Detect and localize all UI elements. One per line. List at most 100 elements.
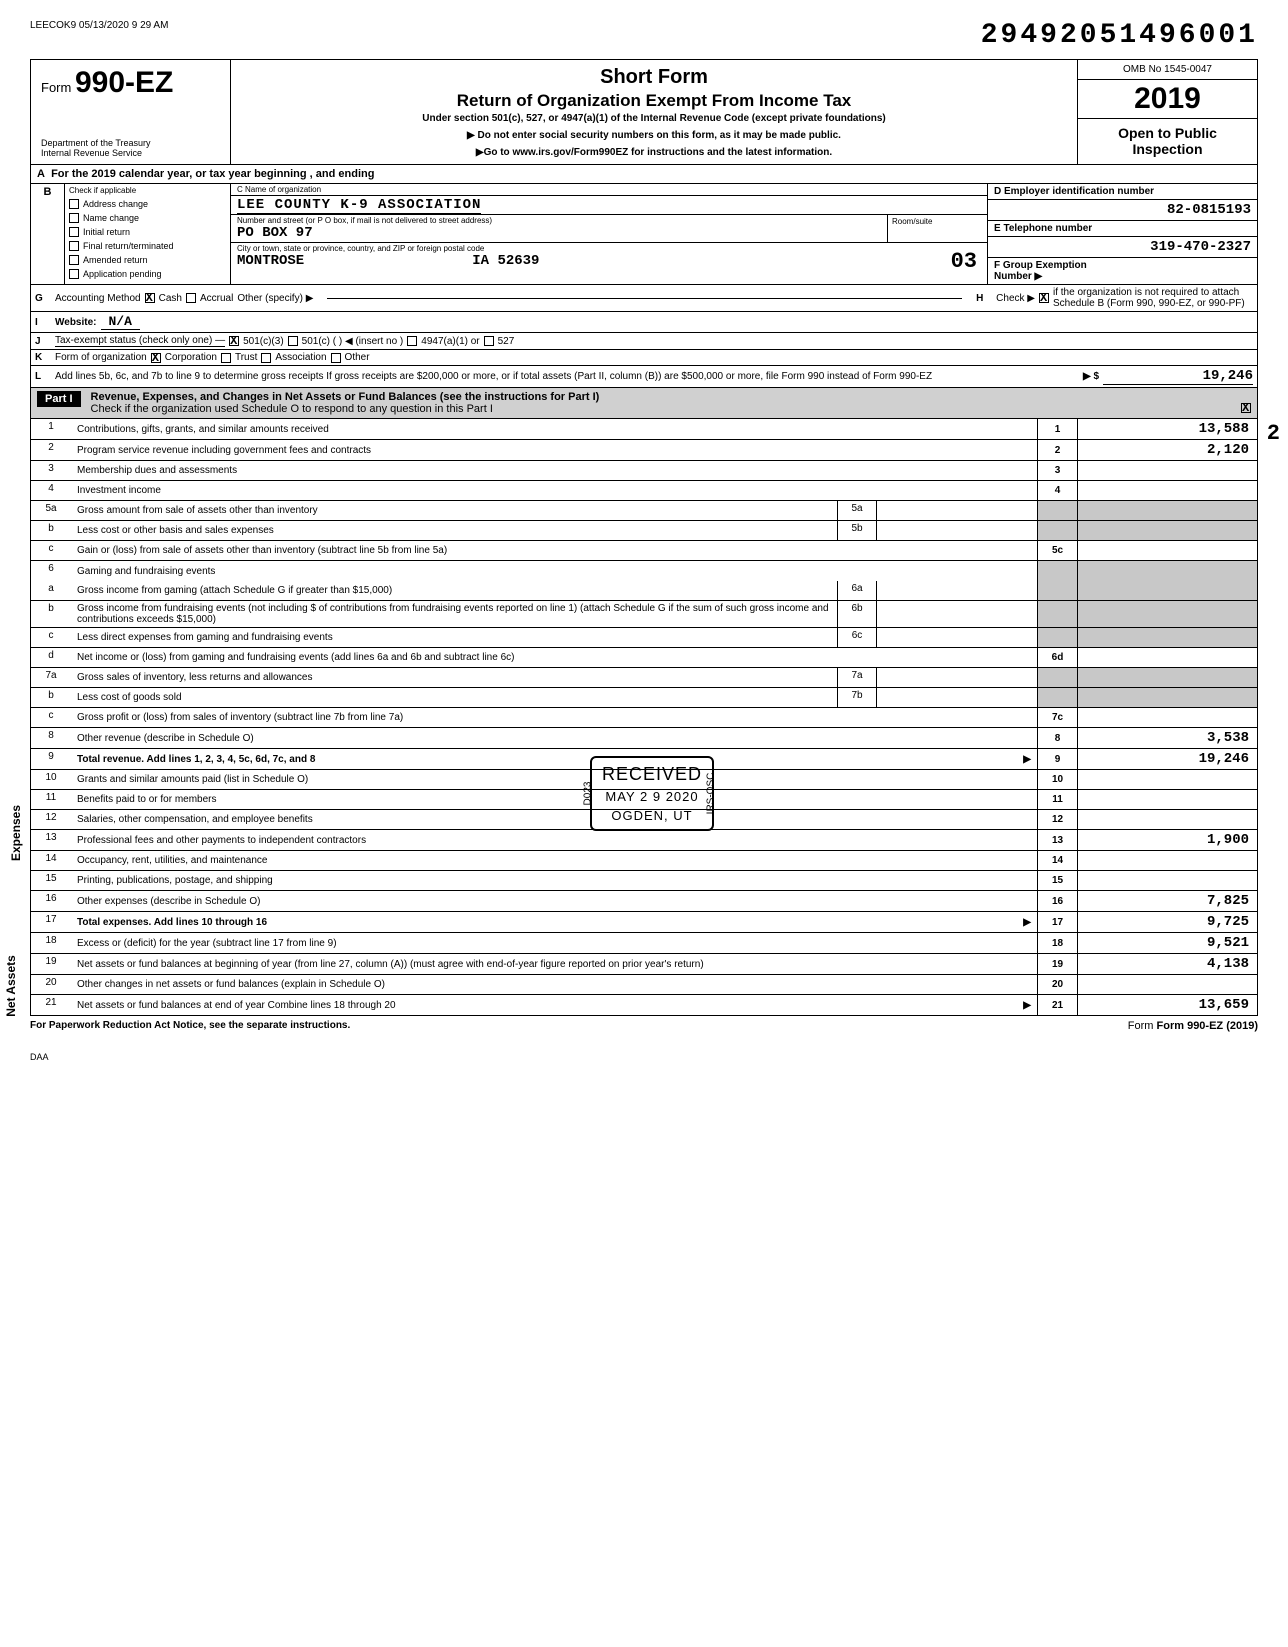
d7c: Gross profit or (loss) from sales of inv… (71, 708, 1037, 727)
phone: 319-470-2327 (988, 237, 1257, 258)
v7c (1077, 708, 1257, 727)
label-b: B (31, 184, 65, 284)
chk-other-org[interactable] (331, 353, 341, 363)
rn12: 12 (1037, 810, 1077, 829)
ar17: ▶ (1023, 917, 1031, 928)
l-val: 19,246 (1103, 368, 1253, 385)
line-a: For the 2019 calendar year, or tax year … (51, 168, 374, 180)
opt-501c: 501(c) ( ) ◀ (insert no ) (302, 336, 404, 347)
check-if-applicable: Check if applicable (65, 184, 230, 197)
ar9: ▶ (1023, 754, 1031, 765)
room-label: Room/suite (887, 215, 987, 242)
opt-accrual: Accrual (200, 293, 233, 304)
city-state-zip: MONTROSE IA 52639 (237, 253, 981, 269)
rn6d: 6d (1037, 648, 1077, 667)
title-return: Return of Organization Exempt From Incom… (241, 91, 1067, 111)
rn5c: 5c (1037, 541, 1077, 560)
v2: 2,120 (1077, 440, 1257, 460)
chk-address-change[interactable] (69, 199, 79, 209)
d17: Total expenses. Add lines 10 through 16 (77, 917, 267, 928)
chk-527[interactable] (484, 336, 494, 346)
d3: Membership dues and assessments (71, 461, 1037, 480)
l-txt: Add lines 5b, 6c, and 7b to line 9 to de… (55, 371, 1079, 382)
ar21: ▶ (1023, 1000, 1031, 1011)
j-txt: Tax-exempt status (check only one) — (55, 335, 225, 347)
chk-assoc[interactable] (261, 353, 271, 363)
v16: 7,825 (1077, 891, 1257, 911)
opt-corp: Corporation (165, 352, 217, 363)
v21: 13,659 (1077, 995, 1257, 1015)
chk-501c3[interactable] (229, 336, 239, 346)
rn14: 14 (1037, 851, 1077, 870)
instruction-2: ▶Go to www.irs.gov/Form990EZ for instruc… (241, 147, 1067, 158)
rn2: 2 (1037, 440, 1077, 460)
l-lbl: L (35, 371, 51, 382)
d7b: Less cost of goods sold (71, 688, 837, 707)
n6d: d (31, 648, 71, 667)
rn1: 1 (1037, 419, 1077, 439)
i-txt: Website: (55, 317, 97, 328)
v3 (1077, 461, 1257, 480)
chk-no-schedule-b[interactable] (1039, 293, 1049, 303)
chk-trust[interactable] (221, 353, 231, 363)
chk-initial-return[interactable] (69, 227, 79, 237)
e-label: E Telephone number (988, 221, 1257, 237)
rn13: 13 (1037, 830, 1077, 850)
chk-accrual[interactable] (186, 293, 196, 303)
chk-final-return[interactable] (69, 241, 79, 251)
doc-id-right: 29492051496001 (981, 20, 1258, 51)
instruction-1: ▶ Do not enter social security numbers o… (241, 130, 1067, 141)
rn9: 9 (1037, 749, 1077, 769)
d19: Net assets or fund balances at beginning… (71, 954, 1037, 974)
j-lbl: J (35, 336, 51, 347)
chk-schedule-o[interactable] (1241, 403, 1251, 413)
d10: Grants and similar amounts paid (list in… (71, 770, 1037, 789)
v10 (1077, 770, 1257, 789)
part1-name: Part I (37, 391, 81, 407)
d5a: Gross amount from sale of assets other t… (71, 501, 837, 520)
d8: Other revenue (describe in Schedule O) (71, 728, 1037, 748)
d1: Contributions, gifts, grants, and simila… (71, 419, 1037, 439)
rn15: 15 (1037, 871, 1077, 890)
handwritten-2: 2 (1267, 421, 1280, 446)
v12 (1077, 810, 1257, 829)
chk-pending[interactable] (69, 269, 79, 279)
opt-4947: 4947(a)(1) or (421, 336, 479, 347)
stamp-right: IRS-OSC (706, 773, 717, 815)
chk-501c[interactable] (288, 336, 298, 346)
form-num-big: 990-EZ (75, 66, 173, 99)
chk-amended[interactable] (69, 255, 79, 265)
chk-cash[interactable] (145, 293, 155, 303)
form-prefix: Form (41, 80, 71, 95)
stamp-left: D023 (582, 782, 593, 806)
k-txt: Form of organization (55, 352, 147, 363)
chk-4947[interactable] (407, 336, 417, 346)
in6b: 6b (837, 601, 877, 627)
v11 (1077, 790, 1257, 809)
n5a: 5a (31, 501, 71, 520)
d16: Other expenses (describe in Schedule O) (71, 891, 1037, 911)
v18: 9,521 (1077, 933, 1257, 953)
chk-name-change[interactable] (69, 213, 79, 223)
lbl-name-change: Name change (83, 213, 139, 223)
n12: 12 (31, 810, 71, 829)
n14: 14 (31, 851, 71, 870)
h-txt2: if the organization is not required to a… (1053, 287, 1253, 309)
dept-treasury: Department of the Treasury (41, 138, 220, 148)
n18: 18 (31, 933, 71, 953)
in7b: 7b (837, 688, 877, 707)
n15: 15 (31, 871, 71, 890)
d18: Excess or (deficit) for the year (subtra… (71, 933, 1037, 953)
rn17: 17 (1037, 912, 1077, 932)
in6a: 6a (837, 581, 877, 600)
stamp-received: RECEIVED (602, 764, 702, 785)
rn21: 21 (1037, 995, 1077, 1015)
chk-corp[interactable] (151, 353, 161, 363)
form-number: Form 990-EZ (41, 66, 220, 100)
d6c: Less direct expenses from gaming and fun… (71, 628, 837, 647)
i-lbl: I (35, 317, 51, 328)
n7c: c (31, 708, 71, 727)
footer-daa: DAA (30, 1052, 1258, 1062)
stamp-date: MAY 2 9 2020 (602, 789, 702, 804)
addr-label: Number and street (or P O box, if mail i… (237, 216, 881, 225)
